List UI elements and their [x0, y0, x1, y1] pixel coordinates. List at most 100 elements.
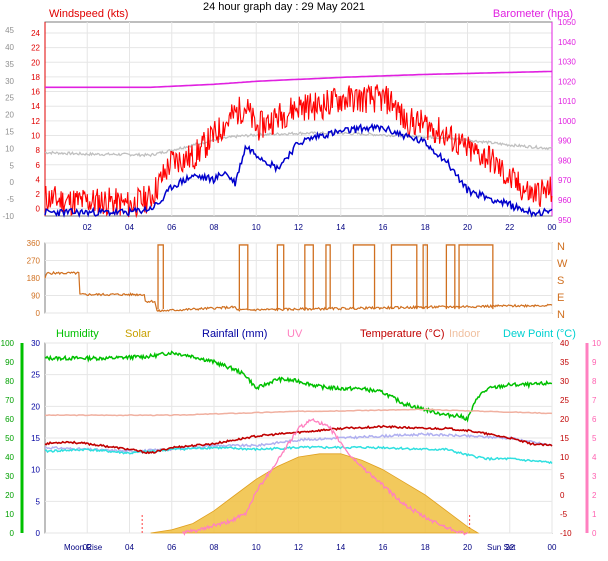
direction-band [276, 244, 285, 310]
barometer-line [45, 70, 553, 89]
time-tick-label: 00 [548, 223, 557, 232]
time-tick-label: 04 [125, 223, 134, 232]
left-tick-label: 10 [31, 466, 40, 475]
legend-label: Dew Point (°C) [503, 328, 576, 340]
legend-label: Temperature (°C) [360, 328, 444, 340]
temp-tick-label: 30 [560, 377, 569, 386]
wind-axis-label: Windspeed (kts) [49, 8, 128, 20]
wind-tick-label: 4 [36, 175, 41, 184]
page-title: 24 hour graph day : 29 May 2021 [203, 1, 365, 13]
wind-tick-label: 16 [31, 88, 40, 97]
baro-axis-label: Barometer (hpa) [493, 8, 573, 20]
time-tick-label: 02 [83, 543, 92, 552]
direction-band [325, 244, 331, 310]
uv-tick-label: 10 [592, 339, 601, 348]
uv-tick-label: 9 [592, 358, 597, 367]
direction-tick-label: 360 [27, 239, 41, 248]
temperature-line [44, 424, 553, 455]
temp-tick-label: -5 [560, 510, 568, 519]
wind-tick-label: 12 [31, 117, 40, 126]
solar-area [150, 453, 480, 534]
left-tick-label: 25 [31, 371, 40, 380]
humidity-tick-label: 30 [5, 472, 14, 481]
time-tick-label: 22 [505, 543, 514, 552]
direction-band [238, 244, 249, 310]
time-tick-label: 10 [252, 543, 261, 552]
time-tick-label: 16 [379, 223, 388, 232]
uv-tick-label: 6 [592, 415, 597, 424]
baro-tick-label: 1030 [558, 58, 576, 67]
humidity-tick-label: 70 [5, 396, 14, 405]
baro-tick-label: 1000 [558, 117, 576, 126]
outer-tick-label: 15 [5, 128, 14, 137]
temp-tick-label: -10 [560, 529, 572, 538]
time-tick-label: 18 [421, 543, 430, 552]
outer-tick-label: -10 [2, 212, 14, 221]
wind-baro-panel: Windspeed (kts) Barometer (hpa) 02468101… [2, 8, 576, 232]
outer-tick-label: 35 [5, 60, 14, 69]
indoor-line [44, 408, 553, 417]
outer-tick-label: 10 [5, 144, 14, 153]
baro-tick-label: 1010 [558, 97, 576, 106]
humidity-line [44, 350, 553, 423]
uv-tick-label: 5 [592, 434, 597, 443]
humidity-tick-label: 0 [10, 529, 15, 538]
time-tick-label: 08 [210, 543, 219, 552]
temp-tick-label: 0 [560, 491, 565, 500]
wind-average-line [44, 122, 553, 219]
left-tick-label: 0 [36, 529, 41, 538]
direction-band [445, 244, 456, 310]
direction-tick-label: 0 [36, 309, 41, 318]
time-tick-label: 02 [83, 223, 92, 232]
humidity-tick-label: 60 [5, 415, 14, 424]
time-tick-label: 00 [548, 543, 557, 552]
direction-tick-label: 90 [31, 292, 40, 301]
outer-tick-label: 0 [10, 178, 15, 187]
direction-line [44, 270, 553, 313]
legend-label: Indoor [449, 328, 481, 340]
uv-tick-label: 4 [592, 453, 597, 462]
temperature-legend: Humidity Solar Rainfall (mm) UV Temperature … [56, 328, 576, 340]
time-tick-label: 16 [379, 543, 388, 552]
time-tick-label: 20 [463, 543, 472, 552]
left-tick-label: 5 [36, 497, 41, 506]
outer-tick-label: 25 [5, 94, 14, 103]
legend-label: UV [287, 328, 303, 340]
outer-tick-label: 45 [5, 26, 14, 35]
uv-tick-label: 2 [592, 491, 597, 500]
time-tick-label: 08 [210, 223, 219, 232]
baro-tick-label: 1040 [558, 38, 576, 47]
legend-label: Rainfall (mm) [202, 328, 267, 340]
wind-tick-label: 0 [36, 205, 41, 214]
outer-tick-label: 40 [5, 43, 14, 52]
direction-band [422, 244, 429, 310]
temp-tick-label: 25 [560, 396, 569, 405]
wind-tick-label: 8 [36, 146, 41, 155]
direction-tick-label: 180 [27, 274, 41, 283]
time-tick-label: 10 [252, 223, 261, 232]
humidity-tick-label: 10 [5, 510, 14, 519]
lavender-series-line [44, 432, 553, 454]
outer-tick-label: -5 [7, 195, 15, 204]
wind-tick-label: 6 [36, 161, 41, 170]
sun-set-label: Sun Set [487, 543, 516, 552]
wind-baro-series: 024681012141618202224-10-505101520253035… [2, 18, 576, 232]
compass-label: S [557, 275, 564, 287]
temp-tick-label: 20 [560, 415, 569, 424]
direction-band [304, 244, 314, 310]
direction-band [157, 244, 164, 310]
time-tick-label: 14 [336, 543, 345, 552]
temp-tick-label: 5 [560, 472, 565, 481]
dew-point-line [44, 445, 553, 465]
uv-tick-label: 3 [592, 472, 597, 481]
left-tick-label: 30 [31, 339, 40, 348]
temp-tick-label: 40 [560, 339, 569, 348]
legend-label: Humidity [56, 328, 99, 340]
compass-label: N [557, 241, 565, 253]
time-tick-label: 06 [167, 543, 176, 552]
direction-tick-label: 270 [27, 257, 41, 266]
time-tick-label: 12 [294, 223, 303, 232]
